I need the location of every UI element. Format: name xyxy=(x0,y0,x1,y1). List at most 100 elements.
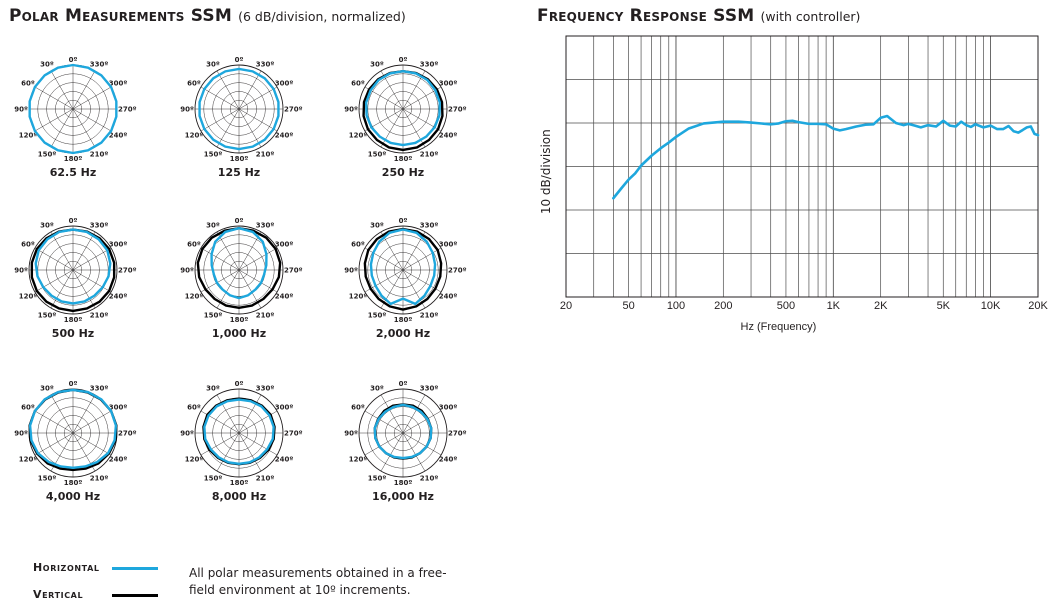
polar-spoke xyxy=(72,432,112,456)
polar-spoke xyxy=(238,108,278,132)
polar-angle-label: 240º xyxy=(109,456,128,464)
polar-spoke xyxy=(72,269,96,309)
polar-subtitle-text: (6 dB/division, normalized) xyxy=(238,9,406,24)
polar-angle-label: 30º xyxy=(370,61,384,69)
polar-spoke xyxy=(364,410,404,434)
polar-angle-label: 330º xyxy=(90,222,109,230)
measurement-note-line2: field environment at 10º increments. xyxy=(189,583,411,597)
polar-angle-label: 240º xyxy=(275,132,294,140)
polar-spoke xyxy=(50,394,74,434)
polar-spoke xyxy=(380,432,404,472)
polar-frequency-label: 1,000 Hz xyxy=(212,327,266,340)
polar-angle-label: 90º xyxy=(344,267,358,275)
polar-angle-label: 210º xyxy=(420,312,439,320)
polar-plot: 0º 30º 60º 90º 120º 150º 180º 210º 240º 270º 300º 3… xyxy=(344,217,466,340)
polar-frequency-label: 2,000 Hz xyxy=(376,327,430,340)
polar-angle-label: 240º xyxy=(439,456,458,464)
polar-spoke xyxy=(238,394,262,434)
polar-angle-label: 240º xyxy=(439,132,458,140)
polar-angle-label: 120º xyxy=(185,293,204,301)
polar-frequency-label: 8,000 Hz xyxy=(212,490,266,503)
polar-angle-label: 330º xyxy=(420,222,439,230)
polar-spoke xyxy=(200,247,240,271)
polar-angle-label: 240º xyxy=(109,293,128,301)
fr-section-title: Frequency Response SSM (with controller) xyxy=(537,6,860,26)
fr-title-text: Frequency Response SSM xyxy=(537,6,755,26)
polar-angle-label: 30º xyxy=(370,385,384,393)
polar-spoke xyxy=(238,247,278,271)
polar-spoke xyxy=(380,108,404,148)
polar-angle-label: 300º xyxy=(275,80,294,88)
polar-spoke xyxy=(72,231,96,271)
polar-angle-label: 300º xyxy=(439,241,458,249)
polar-plots-grid: 0º 30º 60º 90º 120º 150º 180º 210º 240º 270º 300º 3… xyxy=(14,56,467,503)
measurement-note-line1: All polar measurements obtained in a fre… xyxy=(189,566,447,580)
polar-spoke xyxy=(34,410,74,434)
polar-spoke xyxy=(402,394,426,434)
polar-angle-label: 240º xyxy=(275,293,294,301)
polar-angle-label: 180º xyxy=(394,316,413,324)
polar-angle-label: 120º xyxy=(19,132,38,140)
polar-vertical-curve xyxy=(362,69,444,152)
polar-angle-label: 60º xyxy=(351,404,365,412)
polar-angle-label: 150º xyxy=(38,312,57,320)
polar-angle-label: 270º xyxy=(284,267,303,275)
polar-angle-label: 150º xyxy=(368,475,387,483)
polar-angle-label: 0º xyxy=(399,56,408,64)
polar-horizontal-curve xyxy=(364,69,442,147)
polar-angle-label: 180º xyxy=(230,155,249,163)
polar-angle-label: 60º xyxy=(351,80,365,88)
polar-spoke xyxy=(216,231,240,271)
polar-horizontal-curve xyxy=(373,403,433,460)
fr-x-tick-label: 50 xyxy=(622,300,634,312)
polar-angle-label: 240º xyxy=(275,456,294,464)
polar-horizontal-curve xyxy=(203,398,275,465)
polar-angle-label: 90º xyxy=(14,430,28,438)
polar-angle-label: 210º xyxy=(420,475,439,483)
polar-plot: 0º 30º 60º 90º 120º 150º 180º 210º 240º 270º 300º 3… xyxy=(14,380,136,503)
polar-angle-label: 30º xyxy=(206,61,220,69)
polar-angle-label: 270º xyxy=(448,106,467,114)
polar-spoke xyxy=(50,108,74,148)
polar-angle-label: 0º xyxy=(69,380,78,388)
polar-frequency-label: 4,000 Hz xyxy=(46,490,100,503)
polar-angle-label: 30º xyxy=(40,385,54,393)
polar-angle-label: 180º xyxy=(64,155,83,163)
polar-frequency-label: 125 Hz xyxy=(218,166,260,179)
polar-angle-label: 120º xyxy=(19,456,38,464)
polar-angle-label: 60º xyxy=(21,80,35,88)
polar-angle-label: 0º xyxy=(235,380,244,388)
polar-angle-label: 150º xyxy=(368,312,387,320)
polar-angle-label: 240º xyxy=(439,293,458,301)
polar-frequency-label: 500 Hz xyxy=(52,327,94,340)
polar-angle-label: 90º xyxy=(14,267,28,275)
polar-spoke xyxy=(402,432,426,472)
polar-angle-label: 180º xyxy=(64,316,83,324)
polar-angle-label: 120º xyxy=(349,132,368,140)
polar-spoke xyxy=(364,432,404,456)
polar-angle-label: 330º xyxy=(256,222,275,230)
polar-frequency-label: 16,000 Hz xyxy=(372,490,434,503)
polar-horizontal-curve xyxy=(198,67,280,151)
polar-angle-label: 270º xyxy=(118,106,137,114)
polar-spoke xyxy=(34,86,74,110)
polar-angle-label: 30º xyxy=(40,222,54,230)
polar-spoke xyxy=(34,432,74,456)
polar-spoke xyxy=(238,108,262,148)
polar-spoke xyxy=(50,231,74,271)
polar-spoke xyxy=(72,108,112,132)
polar-angle-label: 60º xyxy=(351,241,365,249)
polar-vertical-curve xyxy=(30,228,116,313)
polar-angle-label: 60º xyxy=(187,80,201,88)
polar-spoke xyxy=(402,432,442,456)
polar-horizontal-curve xyxy=(34,228,112,305)
polar-spoke xyxy=(72,247,112,271)
polar-plot: 0º 30º 60º 90º 120º 150º 180º 210º 240º 270º 300º 3… xyxy=(14,56,136,179)
polar-plot: 0º 30º 60º 90º 120º 150º 180º 210º 240º 270º 300º 3… xyxy=(344,380,466,503)
polar-spoke xyxy=(364,247,404,271)
polar-angle-label: 330º xyxy=(420,385,439,393)
polar-spoke xyxy=(200,108,240,132)
fr-y-axis-label: 10 dB/division xyxy=(539,129,553,214)
polar-angle-label: 270º xyxy=(118,430,137,438)
polar-spoke xyxy=(200,86,240,110)
